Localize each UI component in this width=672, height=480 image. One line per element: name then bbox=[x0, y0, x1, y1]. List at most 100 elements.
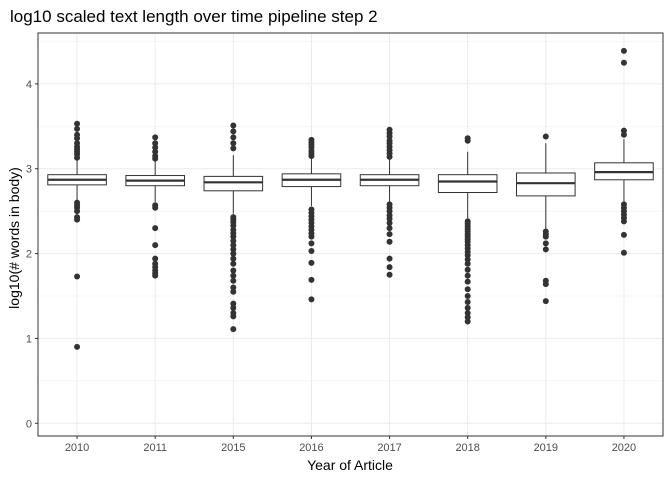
outlier-point bbox=[230, 313, 237, 320]
outlier-point bbox=[230, 300, 237, 307]
outlier-point bbox=[386, 208, 393, 215]
outlier-point bbox=[542, 281, 549, 288]
outlier-point bbox=[308, 153, 315, 160]
y-tick-label: 0 bbox=[26, 418, 32, 430]
outlier-point bbox=[464, 278, 471, 285]
outlier-point bbox=[230, 260, 237, 267]
outlier-point bbox=[464, 260, 471, 267]
outlier-point bbox=[152, 155, 159, 162]
outlier-point bbox=[386, 238, 393, 245]
outlier-point bbox=[542, 298, 549, 305]
outlier-point bbox=[620, 59, 627, 66]
outlier-point bbox=[152, 144, 159, 151]
outlier-point bbox=[230, 326, 237, 333]
outlier-point bbox=[152, 255, 159, 262]
outlier-point bbox=[152, 134, 159, 141]
outlier-point bbox=[152, 272, 159, 279]
outlier-point bbox=[74, 135, 81, 142]
outlier-point bbox=[230, 288, 237, 295]
outlier-point bbox=[308, 276, 315, 283]
outlier-point bbox=[620, 131, 627, 138]
outlier-point bbox=[464, 314, 471, 321]
outlier-point bbox=[152, 225, 159, 232]
outlier-point bbox=[542, 246, 549, 253]
outlier-point bbox=[74, 125, 81, 132]
box-2020 bbox=[594, 47, 654, 256]
outlier-point bbox=[230, 222, 237, 229]
outlier-point bbox=[152, 148, 159, 155]
outlier-point bbox=[230, 122, 237, 129]
outlier-point bbox=[464, 256, 471, 263]
box-body bbox=[437, 174, 498, 194]
x-tick-label: 2011 bbox=[143, 442, 167, 454]
outlier-point bbox=[308, 240, 315, 247]
outlier-point bbox=[542, 240, 549, 247]
outlier-point bbox=[464, 293, 471, 300]
plot-panel bbox=[37, 32, 664, 437]
outlier-point bbox=[230, 233, 237, 240]
outlier-point bbox=[74, 208, 81, 215]
outlier-point bbox=[230, 255, 237, 262]
x-tick-label: 2020 bbox=[612, 442, 636, 454]
outlier-point bbox=[620, 218, 627, 225]
outlier-point bbox=[74, 216, 81, 223]
y-axis-title: log10(# words in body) bbox=[6, 167, 22, 309]
outlier-point bbox=[230, 284, 237, 291]
outlier-point bbox=[620, 47, 627, 54]
outlier-point bbox=[230, 242, 237, 249]
x-tick-label: 2018 bbox=[455, 442, 479, 454]
outlier-point bbox=[386, 231, 393, 238]
outlier-point bbox=[152, 242, 159, 249]
x-tick-label: 2010 bbox=[65, 442, 89, 454]
outlier-point bbox=[230, 277, 237, 284]
outlier-point bbox=[152, 204, 159, 211]
x-tick-label: 2019 bbox=[534, 442, 558, 454]
outlier-point bbox=[74, 273, 81, 280]
box-2019 bbox=[516, 133, 576, 305]
y-tick-label: 4 bbox=[26, 79, 32, 91]
outlier-point bbox=[152, 140, 159, 147]
outlier-point bbox=[386, 264, 393, 271]
y-tick-label: 3 bbox=[26, 164, 32, 176]
outlier-point bbox=[620, 127, 627, 134]
outlier-point bbox=[308, 248, 315, 255]
y-axis: 0 1 2 3 4 bbox=[26, 79, 38, 430]
outlier-point bbox=[230, 128, 237, 135]
outlier-point bbox=[230, 145, 237, 152]
box-2018 bbox=[437, 135, 498, 325]
outlier-point bbox=[230, 237, 237, 244]
outlier-point bbox=[464, 252, 471, 259]
outlier-point bbox=[464, 298, 471, 305]
outlier-point bbox=[230, 134, 237, 141]
box-series bbox=[47, 47, 654, 350]
outlier-point bbox=[230, 246, 237, 253]
outlier-point bbox=[542, 133, 549, 140]
y-tick-label: 2 bbox=[26, 249, 32, 261]
outlier-point bbox=[74, 120, 81, 127]
box-body bbox=[516, 172, 576, 197]
chart-title: log10 scaled text length over time pipel… bbox=[10, 7, 378, 26]
outlier-point bbox=[230, 272, 237, 279]
box-2017 bbox=[359, 126, 420, 278]
outlier-point bbox=[464, 272, 471, 279]
x-axis: 2010 2011 2015 2016 2017 2018 2019 2020 bbox=[65, 436, 636, 454]
outlier-point bbox=[464, 304, 471, 311]
outlier-point bbox=[464, 266, 471, 273]
outlier-point bbox=[386, 153, 393, 160]
x-axis-title: Year of Article bbox=[307, 457, 393, 473]
outlier-point bbox=[386, 220, 393, 227]
outlier-point bbox=[74, 343, 81, 350]
panel-border bbox=[37, 32, 664, 437]
box-2010 bbox=[47, 120, 107, 350]
x-tick-label: 2017 bbox=[377, 442, 401, 454]
outlier-point bbox=[230, 267, 237, 274]
outlier-point bbox=[308, 233, 315, 240]
outlier-point bbox=[620, 249, 627, 256]
outlier-point bbox=[230, 140, 237, 147]
outlier-point bbox=[620, 231, 627, 238]
x-tick-label: 2016 bbox=[299, 442, 323, 454]
box-2016 bbox=[281, 136, 342, 303]
outlier-point bbox=[386, 225, 393, 232]
outlier-point bbox=[464, 286, 471, 293]
